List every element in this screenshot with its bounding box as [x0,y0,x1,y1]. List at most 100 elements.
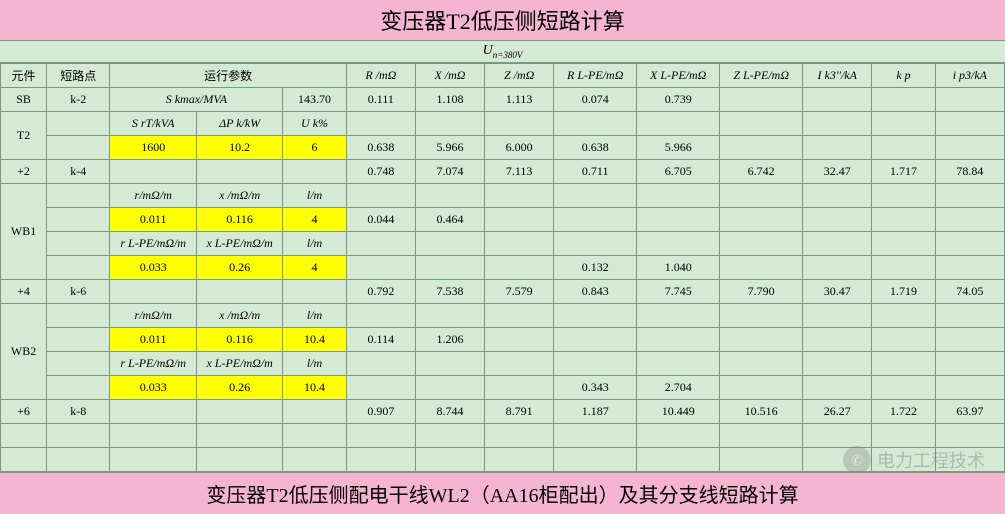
footer-title: 变压器T2低压侧配电干线WL2（AA16柜配出）及其分支线短路计算 [0,472,1005,514]
c-kp: 1.717 [872,159,935,183]
c-xl: 0.739 [637,87,720,111]
c-x: 8.744 [415,399,484,423]
c-x: 0.464 [415,207,484,231]
c-p1: 0.033 [110,375,196,399]
h-kp: k p [872,63,935,87]
c-rl: 0.843 [554,279,637,303]
c-p1: S kmax/MVA [110,87,283,111]
c-p3: 10.4 [283,375,346,399]
c-zl: 10.516 [720,399,803,423]
c-xl: 1.040 [637,255,720,279]
h-ik3: I k3''/kA [803,63,872,87]
subtitle: Un=380V [0,41,1005,63]
c-x: 7.074 [415,159,484,183]
c-p2: 0.26 [196,375,282,399]
c-p1: S rT/kVA [110,111,196,135]
c-p3: 4 [283,255,346,279]
c-pt: k-6 [47,279,110,303]
c-z: 8.791 [485,399,554,423]
c-p3: U k% [283,111,346,135]
c-p2: 10.2 [196,135,282,159]
row-wb1-h2: r L-PE/mΩ/m x L-PE/mΩ/m l/m [1,231,1005,255]
c-p2: x L-PE/mΩ/m [196,231,282,255]
c-p3: l/m [283,183,346,207]
c-p3: l/m [283,231,346,255]
row-wb1-v1: 0.011 0.116 4 0.044 0.464 [1,207,1005,231]
c-p2: x L-PE/mΩ/m [196,351,282,375]
c-xl: 7.745 [637,279,720,303]
h-x: X /mΩ [415,63,484,87]
row-wb2-h2: r L-PE/mΩ/m x L-PE/mΩ/m l/m [1,351,1005,375]
c-r: 0.111 [346,87,415,111]
c-r: 0.748 [346,159,415,183]
c-comp: SB [1,87,47,111]
row-wb1-v2: 0.033 0.26 4 0.132 1.040 [1,255,1005,279]
h-rlpe: R L-PE/mΩ [554,63,637,87]
c-r: 0.792 [346,279,415,303]
h-params: 运行参数 [110,63,346,87]
c-p1: r L-PE/mΩ/m [110,351,196,375]
c-rl: 0.074 [554,87,637,111]
h-comp: 元件 [1,63,47,87]
c-comp: +4 [1,279,47,303]
c-comp: +2 [1,159,47,183]
c-zl: 7.790 [720,279,803,303]
c-ik: 30.47 [803,279,872,303]
c-p1: r/mΩ/m [110,303,196,327]
c-z: 7.579 [485,279,554,303]
c-ip: 78.84 [935,159,1004,183]
row-empty [1,423,1005,447]
c-comp: WB1 [1,183,47,279]
c-x: 1.108 [415,87,484,111]
c-p3: 10.4 [283,327,346,351]
c-p2: 0.116 [196,207,282,231]
c-x: 1.206 [415,327,484,351]
c-p3: l/m [283,303,346,327]
c-p2: x /mΩ/m [196,303,282,327]
c-p2: 0.116 [196,327,282,351]
c-z: 1.113 [485,87,554,111]
c-ip: 74.05 [935,279,1004,303]
row-sb: SB k-2 S kmax/MVA 143.70 0.111 1.108 1.1… [1,87,1005,111]
c-p2: ΔP k/kW [196,111,282,135]
header-row: 元件 短路点 运行参数 R /mΩ X /mΩ Z /mΩ R L-PE/mΩ … [1,63,1005,87]
h-xlpe: X L-PE/mΩ [637,63,720,87]
wechat-icon: ✆ [843,446,871,474]
c-pt: k-2 [47,87,110,111]
c-p1: 1600 [110,135,196,159]
c-p2: x /mΩ/m [196,183,282,207]
row-wb2-v1: 0.011 0.116 10.4 0.114 1.206 [1,327,1005,351]
c-p1: r/mΩ/m [110,183,196,207]
c-x: 5.966 [415,135,484,159]
c-rl: 1.187 [554,399,637,423]
c-p1: 0.011 [110,327,196,351]
c-r: 0.638 [346,135,415,159]
watermark: ✆ 电力工程技术 [843,446,985,474]
c-rl: 0.711 [554,159,637,183]
c-xl: 10.449 [637,399,720,423]
row-wb2-h1: WB2 r/mΩ/m x /mΩ/m l/m [1,303,1005,327]
c-rl: 0.638 [554,135,637,159]
c-z: 7.113 [485,159,554,183]
row-p2: +2 k-4 0.748 7.074 7.113 0.711 6.705 6.7… [1,159,1005,183]
c-p3: l/m [283,351,346,375]
h-zlpe: Z L-PE/mΩ [720,63,803,87]
c-xl: 6.705 [637,159,720,183]
c-zl: 6.742 [720,159,803,183]
h-r: R /mΩ [346,63,415,87]
calc-table: 元件 短路点 运行参数 R /mΩ X /mΩ Z /mΩ R L-PE/mΩ … [0,63,1005,472]
page-title: 变压器T2低压侧短路计算 [0,0,1005,41]
c-pt: k-8 [47,399,110,423]
h-ip3: i p3/kA [935,63,1004,87]
c-ik: 26.27 [803,399,872,423]
row-p6: +6 k-8 0.907 8.744 8.791 1.187 10.449 10… [1,399,1005,423]
h-pt: 短路点 [47,63,110,87]
c-p1: r L-PE/mΩ/m [110,231,196,255]
c-pt: k-4 [47,159,110,183]
c-p1: 0.011 [110,207,196,231]
row-wb2-v2: 0.033 0.26 10.4 0.343 2.704 [1,375,1005,399]
c-rl: 0.343 [554,375,637,399]
c-ik: 32.47 [803,159,872,183]
row-t2-h: T2 S rT/kVA ΔP k/kW U k% [1,111,1005,135]
c-p3: 4 [283,207,346,231]
